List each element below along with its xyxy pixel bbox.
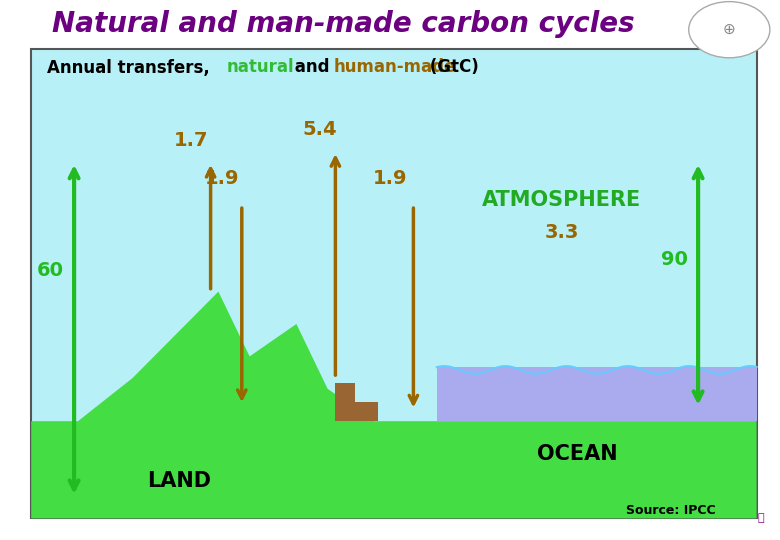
Text: 90: 90	[661, 249, 688, 269]
Text: ⊕: ⊕	[723, 22, 736, 37]
FancyBboxPatch shape	[31, 49, 757, 518]
Text: Annual transfers,: Annual transfers,	[47, 58, 227, 77]
Text: OCEAN: OCEAN	[537, 443, 618, 464]
Text: ATMOSPHERE: ATMOSPHERE	[482, 190, 641, 210]
Text: Source: IPCC: Source: IPCC	[626, 504, 715, 517]
Text: 1.9: 1.9	[205, 168, 239, 188]
Text: 3.3: 3.3	[544, 222, 579, 242]
Text: 60: 60	[37, 260, 64, 280]
Polygon shape	[31, 292, 757, 518]
Polygon shape	[335, 383, 378, 421]
Circle shape	[689, 2, 770, 58]
Text: (GtC): (GtC)	[424, 58, 478, 77]
Text: human-made: human-made	[334, 58, 456, 77]
Text: 5.4: 5.4	[303, 120, 337, 139]
Text: Natural and man-made carbon cycles: Natural and man-made carbon cycles	[52, 10, 634, 38]
FancyBboxPatch shape	[437, 367, 757, 421]
Text: LAND: LAND	[147, 470, 211, 491]
Text: 1.9: 1.9	[373, 168, 407, 188]
Text: and: and	[289, 58, 335, 77]
Text: natural: natural	[226, 58, 294, 77]
Text: ⓓ: ⓓ	[757, 514, 764, 523]
Text: 1.7: 1.7	[174, 131, 208, 150]
